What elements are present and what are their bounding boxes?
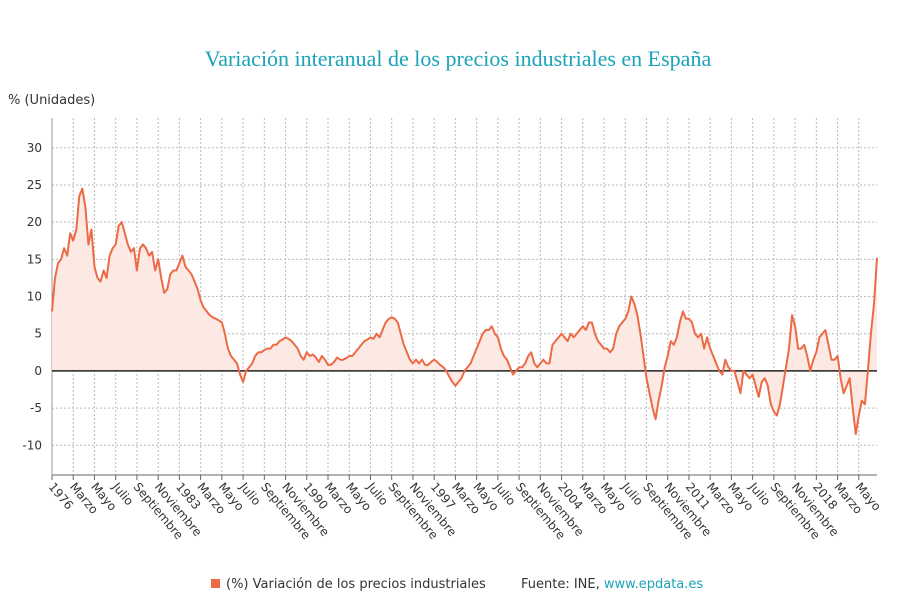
line bbox=[51, 187, 878, 436]
y-tick-label: -5 bbox=[30, 401, 42, 415]
source: Fuente: INE, www.epdata.es bbox=[521, 577, 703, 592]
source-text: Fuente: INE, bbox=[521, 577, 600, 592]
y-tick-label: 10 bbox=[27, 290, 42, 304]
y-tick-label: 20 bbox=[27, 215, 42, 229]
y-tick-label: 0 bbox=[34, 364, 42, 378]
legend-label: (%) Variación de los precios industriale… bbox=[226, 577, 486, 592]
y-tick-label: 15 bbox=[27, 252, 42, 266]
y-tick-label: 25 bbox=[27, 178, 42, 192]
legend: (%) Variación de los precios industriale… bbox=[211, 577, 703, 592]
y-tick-label: -10 bbox=[22, 438, 42, 452]
y-tick-label: 5 bbox=[34, 327, 42, 341]
y-axis-label: % (Unidades) bbox=[8, 93, 95, 108]
y-tick-label: 30 bbox=[27, 141, 42, 155]
source-link[interactable]: www.epdata.es bbox=[604, 577, 703, 592]
area bbox=[52, 188, 877, 435]
chart-title: Variación interanual de los precios indu… bbox=[205, 46, 712, 71]
legend-swatch bbox=[211, 579, 220, 588]
